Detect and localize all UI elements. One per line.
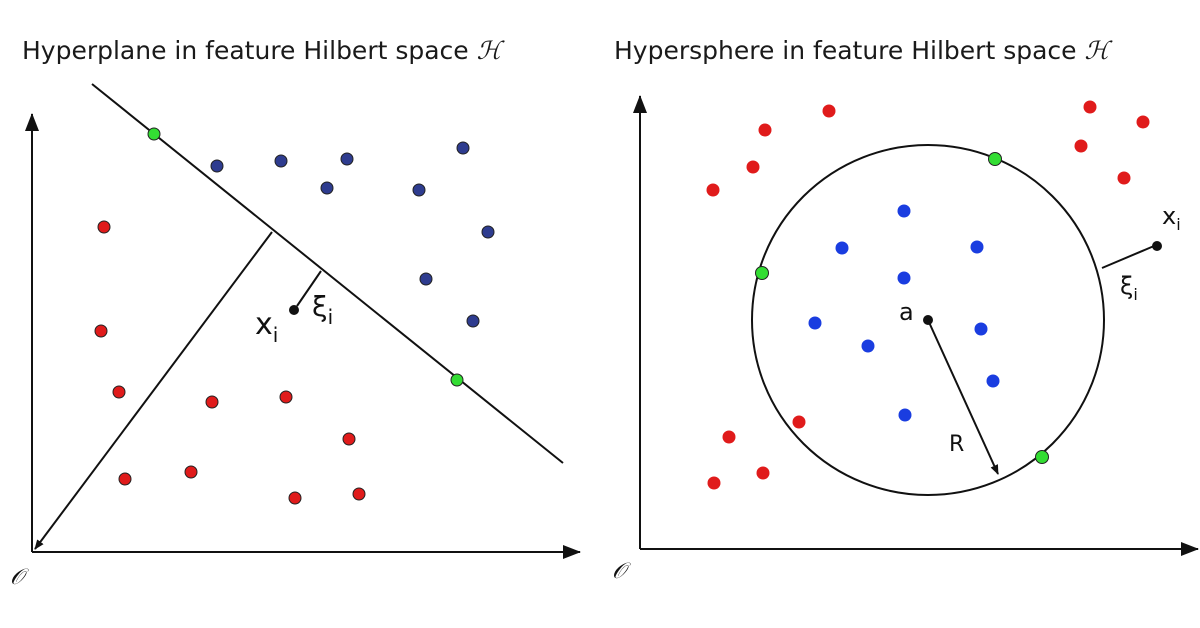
red-point — [279, 390, 293, 404]
right-slack-arrow — [1101, 245, 1155, 269]
support-vector-point — [988, 152, 1002, 166]
left-red-points — [94, 220, 366, 505]
left-title-text: Hyperplane in feature Hilbert space — [22, 36, 469, 65]
navy-point — [456, 141, 470, 155]
red-point — [205, 395, 219, 409]
red-point — [288, 491, 302, 505]
hypersphere-boundary — [751, 144, 1105, 496]
navy-point — [320, 181, 334, 195]
blue-point — [808, 316, 822, 330]
red-point — [97, 220, 111, 234]
red-point — [1117, 171, 1131, 185]
blue-point — [861, 339, 875, 353]
right-xi-label: xi — [1162, 202, 1181, 234]
blue-point — [970, 240, 984, 254]
red-point — [352, 487, 366, 501]
navy-point — [412, 183, 426, 197]
red-point — [792, 415, 806, 429]
left-panel: 𝒪 xi ξi — [10, 83, 581, 590]
right-space-symbol: ℋ — [1084, 36, 1110, 65]
right-panel-title: Hypersphere in feature Hilbert space ℋ — [614, 36, 1109, 65]
left-xi-point — [289, 305, 299, 315]
red-point — [1083, 100, 1097, 114]
right-xi-point — [1152, 241, 1162, 251]
support-vector-point — [450, 373, 464, 387]
red-point — [706, 183, 720, 197]
right-slack-label: ξi — [1120, 272, 1138, 304]
radius-label: R — [949, 432, 964, 457]
navy-point — [419, 272, 433, 286]
left-panel-title: Hyperplane in feature Hilbert space ℋ — [22, 36, 501, 65]
right-title-text: Hypersphere in feature Hilbert space — [614, 36, 1077, 65]
right-support-vectors — [755, 152, 1049, 464]
support-vector-point — [147, 127, 161, 141]
left-origin-label: 𝒪 — [10, 565, 29, 590]
navy-point — [210, 159, 224, 173]
left-xi-label: xi — [255, 307, 278, 347]
red-point — [1074, 139, 1088, 153]
center-label: a — [899, 298, 914, 326]
right-panel: 𝒪 a R xi ξi — [612, 95, 1199, 584]
red-point — [758, 123, 772, 137]
hyperplane-normal-arrow — [34, 231, 273, 550]
right-red-points — [706, 100, 1150, 490]
navy-point — [481, 225, 495, 239]
blue-point — [897, 204, 911, 218]
left-slack-arrow — [296, 270, 322, 307]
blue-point — [898, 408, 912, 422]
navy-point — [274, 154, 288, 168]
blue-point — [974, 322, 988, 336]
red-point — [112, 385, 126, 399]
red-point — [184, 465, 198, 479]
red-point — [722, 430, 736, 444]
red-point — [94, 324, 108, 338]
blue-point — [897, 271, 911, 285]
right-origin-label: 𝒪 — [612, 559, 631, 584]
red-point — [746, 160, 760, 174]
red-point — [1136, 115, 1150, 129]
radius-arrow — [927, 319, 999, 475]
red-point — [756, 466, 770, 480]
right-blue-points — [808, 204, 1000, 422]
red-point — [707, 476, 721, 490]
blue-point — [986, 374, 1000, 388]
support-vector-point — [755, 266, 769, 280]
red-point — [118, 472, 132, 486]
navy-point — [340, 152, 354, 166]
hyperplane-line — [91, 83, 564, 464]
left-support-vectors — [147, 127, 464, 387]
navy-point — [466, 314, 480, 328]
support-vector-point — [1035, 450, 1049, 464]
red-point — [822, 104, 836, 118]
red-point — [342, 432, 356, 446]
blue-point — [835, 241, 849, 255]
left-space-symbol: ℋ — [476, 36, 502, 65]
left-slack-label: ξi — [312, 290, 333, 329]
left-navy-points — [210, 141, 495, 328]
